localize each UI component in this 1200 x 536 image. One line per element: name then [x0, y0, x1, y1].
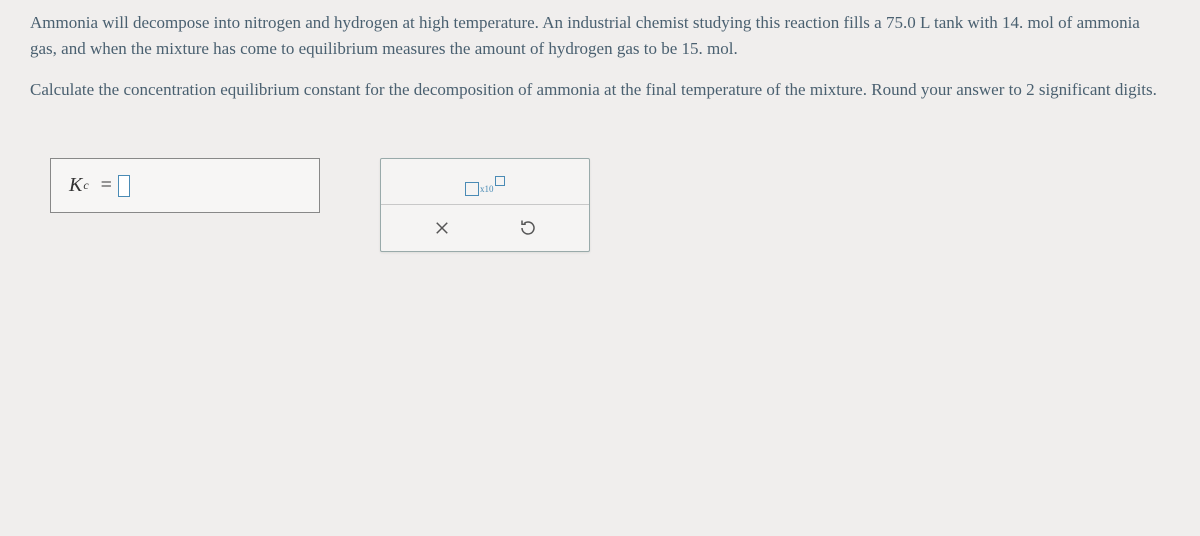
problem-paragraph-1: Ammonia will decompose into nitrogen and…: [30, 10, 1170, 63]
sci-x10-label: x10: [480, 183, 494, 197]
clear-button[interactable]: [424, 213, 460, 243]
scientific-notation-button[interactable]: x10: [465, 168, 505, 196]
sci-exponent-box: [495, 176, 505, 186]
input-toolbox: x10: [380, 158, 590, 252]
subscript-c: c: [83, 176, 88, 195]
problem-statement: Ammonia will decompose into nitrogen and…: [0, 0, 1200, 103]
variable-K: K: [69, 170, 82, 201]
sci-base-box: [465, 182, 479, 196]
answer-area: K c = x10: [0, 158, 1200, 252]
x-icon: [433, 219, 451, 237]
toolbox-top-row: x10: [381, 159, 589, 205]
problem-paragraph-2: Calculate the concentration equilibrium …: [30, 77, 1170, 103]
reset-button[interactable]: [510, 213, 546, 243]
equilibrium-constant-input-box: K c =: [50, 158, 320, 213]
reset-icon: [519, 219, 537, 237]
kc-value-input[interactable]: [118, 175, 130, 197]
equals-sign: =: [101, 170, 112, 201]
toolbox-bottom-row: [381, 205, 589, 251]
